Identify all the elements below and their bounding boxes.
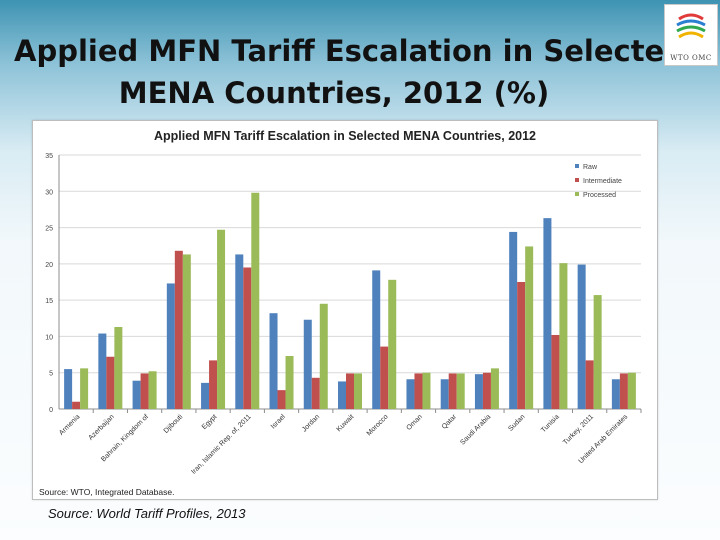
bar-intermediate [174,250,183,409]
bar-intermediate [106,356,115,409]
bar-processed [593,295,602,409]
bar-raw [509,231,518,409]
bar-intermediate [346,373,354,409]
bar-raw [406,379,415,409]
legend-label: Intermediate [583,178,622,185]
bar-processed [217,229,226,409]
bar-raw [303,319,312,409]
bar-processed [354,373,362,409]
bar-raw [577,264,586,409]
y-tick-label: 0 [49,407,53,414]
bar-intermediate [482,372,491,409]
legend-swatch [575,164,579,168]
x-category-label: Egypt [201,413,219,431]
legend-label: Raw [583,164,598,171]
bar-intermediate [619,373,628,409]
legend-swatch [575,178,579,182]
bar-processed [114,326,123,409]
x-category-label: Armenia [58,413,81,436]
y-tick-label: 25 [45,226,53,233]
bar-processed [182,254,191,409]
x-category-label: Morocco [366,413,390,437]
y-tick-label: 5 [49,371,53,378]
x-category-label: Iran, Islamic Rep. of, 2011 [190,413,252,475]
bar-processed [422,372,431,409]
bar-processed [285,356,294,409]
bar-processed [148,371,157,409]
wto-emblem-icon [676,13,706,39]
x-category-label: Saudi Arabia [459,413,492,446]
x-category-label: Djibouti [163,413,185,435]
y-tick-label: 30 [45,189,53,196]
bar-raw [474,374,483,409]
y-tick-label: 15 [45,298,53,305]
x-category-label: Tunisia [540,413,561,434]
legend-label: Processed [583,192,616,199]
chart-frame: Applied MFN Tariff Escalation in Selecte… [32,120,658,500]
bar-raw [269,313,278,409]
logo-text: WTO OMC [670,54,712,62]
bar-raw [440,379,449,409]
bar-intermediate [209,360,218,409]
bar-processed [388,279,397,409]
x-category-label: Israel [270,413,287,430]
slide-title-line-2: MENA Countries, 2012 (%) [118,76,550,110]
bar-raw [166,283,175,409]
bar-intermediate [243,267,252,409]
x-category-label: Kuwait [336,413,356,433]
legend-swatch [575,192,579,196]
bar-processed [80,368,89,409]
bar-intermediate [277,390,286,409]
bar-intermediate [311,377,320,409]
bar-raw [235,254,244,409]
slide-title-line-1: Applied MFN Tariff Escalation in Selecte… [14,34,685,68]
bar-intermediate [448,373,457,409]
bar-intermediate [414,373,423,409]
bar-raw [98,333,107,409]
bar-intermediate [72,401,81,409]
bar-processed [627,372,636,409]
x-category-label: Sudan [507,413,526,432]
bar-intermediate [380,346,389,409]
x-category-label: Oman [405,413,424,432]
chart-source: Source: WTO, Integrated Database. [39,487,175,497]
slide-source: Source: World Tariff Profiles, 2013 [48,506,246,521]
slide-title: Applied MFN Tariff Escalation in Selecte… [14,30,685,114]
bar-raw [338,381,346,409]
x-category-label: Jordan [301,413,321,433]
bar-raw [64,369,73,409]
bar-chart: Applied MFN Tariff Escalation in Selecte… [45,129,642,476]
bar-processed [490,368,499,409]
x-category-label: Azerbaijan [87,413,115,441]
bar-intermediate [551,334,560,409]
bar-raw [132,380,141,409]
bar-intermediate [517,282,526,409]
wto-logo: WTO OMC [664,4,718,66]
bar-intermediate [585,360,594,409]
bar-raw [611,379,620,409]
y-tick-label: 20 [45,262,53,269]
bar-processed [525,246,534,409]
y-tick-label: 10 [45,334,53,341]
x-category-label: Qatar [441,413,459,431]
bar-raw [201,382,210,409]
x-category-label: Turkey, 2011 [562,413,595,446]
bar-processed [319,303,328,409]
chart-title: Applied MFN Tariff Escalation in Selecte… [154,129,536,143]
bar-raw [543,218,552,409]
bar-processed [456,373,465,409]
bar-intermediate [140,373,149,409]
bar-processed [251,192,260,409]
bar-raw [372,270,381,409]
y-tick-label: 35 [45,153,53,160]
bar-processed [559,263,568,409]
